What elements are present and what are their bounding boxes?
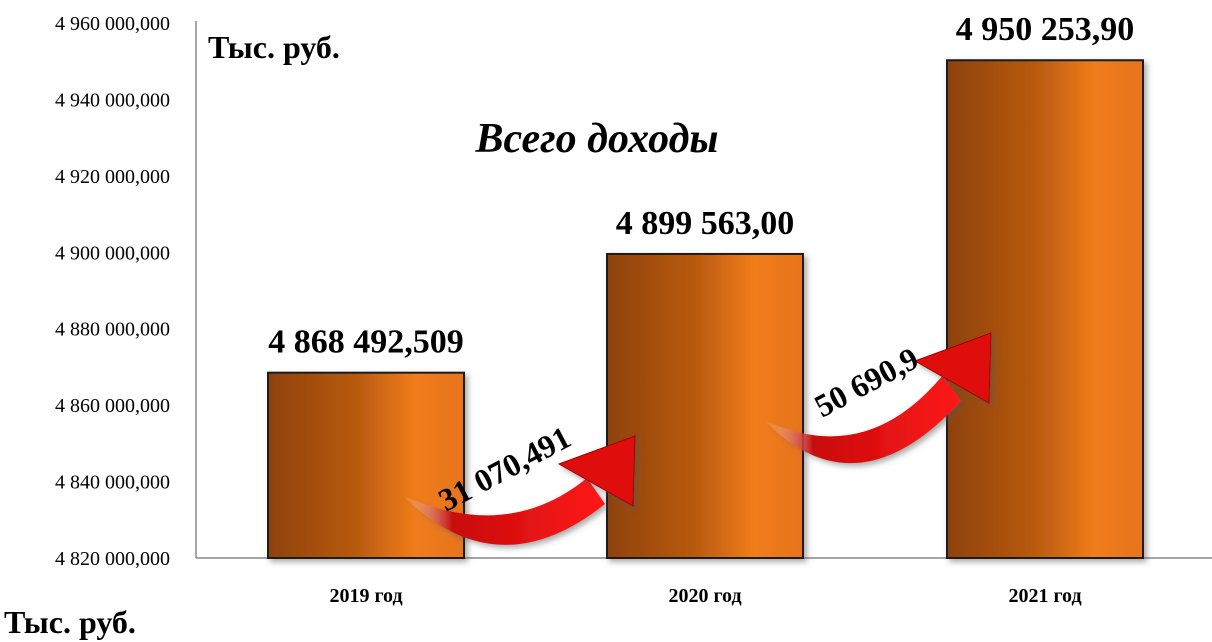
y-tick-label: 4 940 000,000 (55, 89, 170, 111)
y-tick-label: 4 820 000,000 (55, 548, 170, 570)
y-tick-label: 4 960 000,000 (55, 13, 170, 35)
category-label: 2019 год (329, 585, 402, 607)
category-label: 2021 год (1008, 585, 1081, 607)
y-tick-label: 4 920 000,000 (55, 166, 170, 188)
y-tick-label: 4 880 000,000 (55, 319, 170, 341)
bars (267, 59, 1144, 560)
chart-title: Всего доходы (474, 116, 718, 162)
unit-label-top: Тыс. руб. (208, 29, 340, 65)
y-tick-label: 4 860 000,000 (55, 395, 170, 417)
data-label: 4 950 253,90 (956, 11, 1135, 48)
y-tick-label: 4 900 000,000 (55, 242, 170, 264)
category-labels: 2019 год 2020 год 2021 год (329, 585, 1081, 607)
growth-arrow-1-shaft (402, 478, 605, 545)
y-tick-label: 4 840 000,000 (55, 472, 170, 494)
unit-label-bottom: Тыс. руб. (4, 604, 136, 640)
bar-3 (946, 59, 1144, 560)
bar-2 (606, 252, 804, 559)
growth-arrow-2-shaft (764, 375, 961, 464)
growth-arrow-2-head (913, 332, 992, 404)
data-label: 4 868 492,509 (268, 324, 464, 361)
category-label: 2020 год (668, 585, 741, 607)
growth-arrow-1-head (557, 435, 636, 507)
data-label: 4 899 563,00 (616, 205, 795, 242)
value-labels: 4 868 492,509 4 899 563,00 4 950 253,90 (268, 11, 1134, 360)
bar-1 (267, 371, 465, 559)
y-tick-labels: 4 820 000,000 4 840 000,000 4 860 000,000 4… (55, 13, 170, 570)
